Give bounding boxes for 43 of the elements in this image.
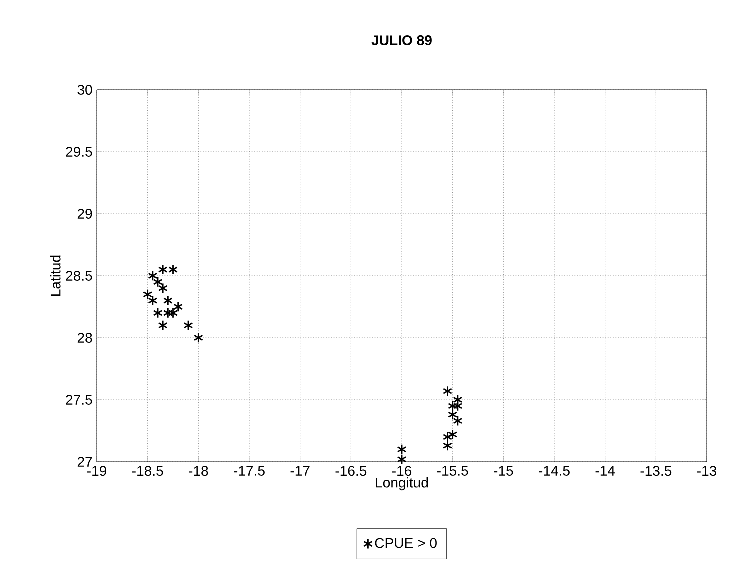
x-tick-label: -14 [596,466,616,476]
y-tick-label: 30 [78,85,92,95]
y-tick-label: 27 [78,457,92,467]
x-tick-label: -17.5 [234,466,265,476]
point [442,440,453,452]
y-tick-label: 27.5 [66,395,92,405]
x-tick-label: -13.5 [640,466,672,476]
point [168,264,178,276]
x-tick-label: -17 [290,466,310,476]
x-tick-label: -14.5 [539,466,570,476]
x-tick-label: -13 [697,466,717,476]
point [442,432,453,443]
point [448,400,458,412]
point [168,308,178,319]
x-axis-title: Longitud [376,477,428,491]
point [397,444,407,455]
y-tick-label: 28 [78,333,92,343]
y-axis-title: Latitud [50,256,61,296]
point [453,400,463,412]
point [158,320,168,331]
point [442,386,453,397]
chart-title: JULIO 89 [372,36,432,46]
y-tick-label: 29.5 [66,147,92,157]
point [184,320,194,331]
x-tick-label: -18.5 [132,466,164,476]
point [194,332,204,344]
point [163,308,173,319]
x-tick-label: -18 [189,466,208,476]
point [158,264,168,276]
x-tick-label: -15.5 [437,466,468,476]
x-tick-label: -16 [392,466,412,476]
x-tick-label: -15 [494,466,514,476]
x-tick-label: -19 [87,466,106,476]
y-tick-label: 29 [78,209,92,219]
point [397,454,407,465]
point [448,429,458,440]
point [453,394,463,406]
point [153,308,163,319]
legend-label: CPUE > 0 [375,538,437,548]
x-tick-label: -16.5 [336,466,367,476]
y-tick-label: 28.5 [66,271,92,281]
point [174,302,184,312]
point [163,295,173,306]
